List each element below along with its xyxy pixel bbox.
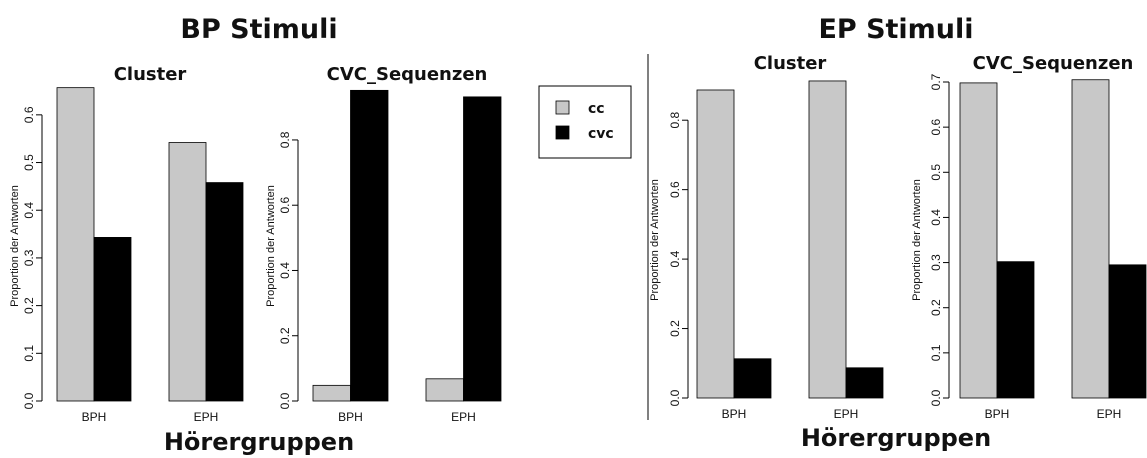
ep-cvc-y-tick-label: 0.4	[929, 209, 943, 226]
ep-cvc-category-label: EPH	[1097, 407, 1122, 421]
ep-cvc-title: CVC_Sequenzen	[973, 53, 1134, 74]
bp-cluster-category-label: EPH	[194, 410, 219, 424]
ep-cluster-y-tick-label: 0.2	[668, 320, 682, 337]
bp-cluster-bar-cvc-bph	[93, 237, 132, 402]
bp-cluster-bar-cc-eph	[168, 142, 207, 402]
ep-stimuli-title: EP Stimuli	[818, 14, 973, 45]
bp-stimuli-title: BP Stimuli	[180, 14, 337, 45]
ep-cvc-y-tick-label: 0.0	[929, 389, 943, 406]
bp-cvc-category-label: BPH	[338, 410, 363, 424]
ep-cvc-y-axis-label: Proportion der Antworten	[911, 179, 923, 301]
bp-x-axis-label: Hörergruppen	[164, 428, 354, 456]
ep-cvc-category-label: BPH	[985, 407, 1010, 421]
panels-layer: Cluster Proportion der Antworten 0.0 0.1 0.2…	[9, 53, 1147, 424]
bp-cluster-y-tick-label: 0.4	[22, 202, 36, 219]
ep-cluster-bar-cvc-bph	[733, 358, 772, 399]
ep-cvc-y-tick-label: 0.1	[929, 344, 943, 361]
bp-cvc-y-tick-label: 0.6	[278, 197, 292, 214]
legend-swatch-cc	[555, 100, 570, 115]
ep-cluster-y-tick-label: 0.4	[668, 250, 682, 267]
bp-cluster-y-tick-label: 0.1	[22, 345, 36, 362]
bp-cluster-y-tick-label: 0.5	[22, 154, 36, 171]
bp-cluster-y-tick-label: 0.0	[22, 392, 36, 409]
bp-cvc-bar-cvc-eph	[463, 96, 502, 402]
ep-cluster-bar-cc-bph	[696, 89, 735, 399]
ep-cluster-y-tick-label: 0.6	[668, 181, 682, 198]
bp-cluster-y-tick-label: 0.2	[22, 297, 36, 314]
ep-cvc-bar-cc-bph	[959, 82, 998, 399]
ep-cvc-y-tick-label: 0.5	[929, 164, 943, 181]
ep-cluster-category-label: EPH	[834, 407, 859, 421]
ep-cvc-y-tick-label: 0.2	[929, 299, 943, 316]
ep-cvc-y-tick-label: 0.6	[929, 118, 943, 135]
bp-cluster-y-tick-label: 0.6	[22, 106, 36, 123]
ep-cluster-y-tick-label: 0.8	[668, 112, 682, 129]
ep-cvc-bar-cc-eph	[1071, 79, 1110, 399]
ep-cluster-panel: Cluster Proportion der Antworten 0.0 0.2 0.4…	[649, 53, 884, 421]
bp-cluster-bar-cvc-eph	[205, 182, 244, 402]
bp-cvc-y-tick-label: 0.8	[278, 131, 292, 148]
legend: cc cvc	[538, 85, 632, 159]
bp-cvc-y-tick-label: 0.2	[278, 327, 292, 344]
bp-cvc-y-tick-label: 0.0	[278, 392, 292, 409]
legend-label-cc: cc	[588, 101, 605, 117]
bp-cvc-panel: CVC_Sequenzen Proportion der Antworten 0.0…	[265, 64, 502, 424]
ep-cluster-title: Cluster	[754, 53, 827, 74]
bp-cluster-y-tick-label: 0.3	[22, 249, 36, 266]
ep-x-axis-label: Hörergruppen	[801, 424, 991, 452]
ep-cvc-y-tick-label: 0.7	[929, 73, 943, 90]
bp-cvc-y-axis-label: Proportion der Antworten	[265, 185, 277, 307]
ep-cluster-bar-cvc-eph	[845, 367, 884, 399]
legend-swatch-cvc	[555, 125, 570, 140]
legend-box	[538, 85, 632, 159]
ep-cvc-bar-cvc-eph	[1108, 264, 1147, 399]
bp-cvc-bar-cc-bph	[312, 384, 351, 402]
bp-cvc-bar-cc-eph	[425, 378, 464, 402]
ep-cluster-bar-cc-eph	[808, 80, 847, 399]
bp-cluster-bar-cc-bph	[56, 87, 95, 402]
bp-cluster-title: Cluster	[114, 64, 187, 85]
bp-cvc-title: CVC_Sequenzen	[327, 64, 488, 85]
ep-cvc-y-tick-label: 0.3	[929, 254, 943, 271]
bp-cluster-y-axis-label: Proportion der Antworten	[9, 185, 21, 307]
legend-label-cvc: cvc	[588, 126, 614, 142]
bp-cvc-y-tick-label: 0.4	[278, 262, 292, 279]
ep-cvc-bar-cvc-bph	[996, 261, 1035, 399]
bp-cvc-bar-cvc-bph	[350, 89, 389, 402]
titles-layer: BP Stimuli EP Stimuli Hörergruppen Hörer…	[164, 14, 991, 456]
bp-cluster-panel: Cluster Proportion der Antworten 0.0 0.1 0.2…	[9, 64, 244, 424]
bp-cluster-category-label: BPH	[82, 410, 107, 424]
ep-cluster-y-tick-label: 0.0	[668, 389, 682, 406]
ep-cvc-panel: CVC_Sequenzen Proportion der Antworten 0.0…	[911, 53, 1147, 421]
bp-cvc-category-label: EPH	[451, 410, 476, 424]
ep-cluster-category-label: BPH	[722, 407, 747, 421]
ep-cluster-y-axis-label: Proportion der Antworten	[649, 179, 661, 301]
